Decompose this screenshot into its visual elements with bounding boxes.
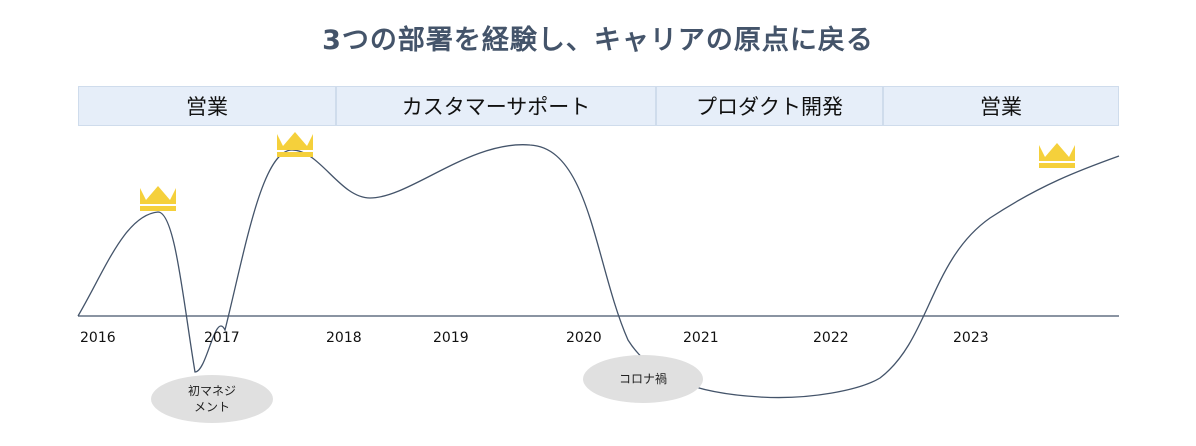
phase-label: 営業 bbox=[186, 95, 228, 119]
event-first-management: 初マネジ メント bbox=[151, 375, 273, 423]
phase-customer-support: カスタマーサポート bbox=[336, 86, 656, 126]
phase-label: プロダクト開発 bbox=[696, 95, 843, 119]
year-label: 2017 bbox=[204, 330, 240, 346]
crown-icon bbox=[140, 186, 176, 211]
event-covid: コロナ禍 bbox=[583, 355, 703, 403]
phase-product-dev: プロダクト開発 bbox=[656, 86, 883, 126]
crown-icon bbox=[1039, 143, 1075, 168]
year-label: 2018 bbox=[326, 330, 362, 346]
crown-icon bbox=[277, 132, 313, 157]
phase-sales-2: 営業 bbox=[883, 86, 1119, 126]
diagram-title: 3つの部署を経験し、キャリアの原点に戻る bbox=[322, 25, 874, 56]
phase-label: カスタマーサポート bbox=[401, 95, 591, 119]
year-label: 2023 bbox=[953, 330, 989, 346]
year-label: 2022 bbox=[813, 330, 849, 346]
phase-sales-1: 営業 bbox=[78, 86, 336, 126]
year-label: 2019 bbox=[433, 330, 469, 346]
year-label: 2021 bbox=[683, 330, 719, 346]
year-label: 2016 bbox=[80, 330, 116, 346]
career-curve bbox=[77, 144, 1120, 399]
phase-label: 営業 bbox=[980, 95, 1022, 119]
event-label: 初マネジ メント bbox=[187, 384, 236, 414]
event-label: コロナ禍 bbox=[618, 372, 667, 386]
year-label: 2020 bbox=[566, 330, 602, 346]
